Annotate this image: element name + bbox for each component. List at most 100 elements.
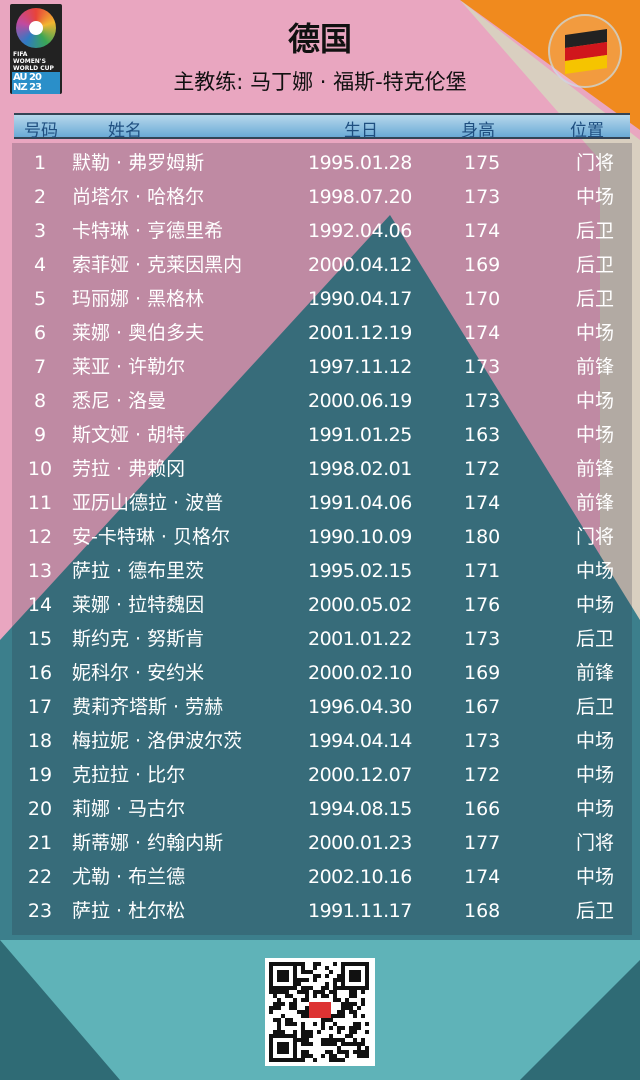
table-row: 12 安-卡特琳 · 贝格尔 1990.10.09 180 门将 [12,520,632,554]
cell-birthday: 1995.01.28 [308,152,412,174]
cell-name: 斯蒂娜 · 约翰内斯 [72,832,224,854]
cell-number: 19 [27,764,53,786]
cell-number: 15 [27,628,53,650]
cell-name: 梅拉妮 · 洛伊波尔茨 [72,730,243,752]
table-row: 4 索菲娅 · 克莱因黑内 2000.04.12 169 后卫 [12,248,632,282]
table-row: 22 尤勒 · 布兰德 2002.10.16 174 中场 [12,860,632,894]
cell-height: 173 [464,390,501,412]
cell-height: 174 [464,322,501,344]
cell-number: 20 [27,798,53,820]
cell-birthday: 1990.10.09 [308,526,412,548]
table-row: 11 亚历山德拉 · 波普 1991.04.06 174 前锋 [12,486,632,520]
table-row: 3 卡特琳 · 亨德里希 1992.04.06 174 后卫 [12,214,632,248]
cell-name: 尚塔尔 · 哈格尔 [72,186,205,208]
table-row: 23 萨拉 · 杜尔松 1991.11.17 168 后卫 [12,894,632,928]
table-row: 9 斯文娅 · 胡特 1991.01.25 163 中场 [12,418,632,452]
cell-position: 中场 [575,322,614,344]
cell-name: 斯文娅 · 胡特 [72,424,186,446]
cell-number: 17 [27,696,53,718]
cell-height: 174 [464,866,501,888]
table-row: 13 萨拉 · 德布里茨 1995.02.15 171 中场 [12,554,632,588]
cell-position: 前锋 [575,492,614,514]
table-row: 10 劳拉 · 弗赖冈 1998.02.01 172 前锋 [12,452,632,486]
cell-name: 费莉齐塔斯 · 劳赫 [72,696,224,718]
col-name: 姓名 [108,121,142,141]
cell-number: 6 [33,322,47,344]
cell-position: 中场 [575,730,614,752]
cell-height: 176 [464,594,501,616]
cell-birthday: 1996.04.30 [308,696,412,718]
table-row: 7 莱亚 · 许勒尔 1997.11.12 173 前锋 [12,350,632,384]
table-row: 14 莱娜 · 拉特魏因 2000.05.02 176 中场 [12,588,632,622]
cell-position: 中场 [575,560,614,582]
cell-position: 中场 [575,764,614,786]
cell-name: 斯约克 · 努斯肯 [72,628,205,650]
cell-position: 中场 [575,594,614,616]
cell-birthday: 2002.10.16 [308,866,412,888]
cell-height: 172 [464,764,501,786]
cell-birthday: 1992.04.06 [308,220,412,242]
cell-name: 莱娜 · 拉特魏因 [72,594,205,616]
cell-birthday: 2001.12.19 [308,322,412,344]
cell-position: 后卫 [575,288,614,310]
cell-name: 莉娜 · 马古尔 [72,798,186,820]
cell-position: 中场 [575,424,614,446]
cell-number: 10 [27,458,53,480]
team-title: 德国 [287,20,352,58]
cell-height: 180 [464,526,501,548]
table-row: 2 尚塔尔 · 哈格尔 1998.07.20 173 中场 [12,180,632,214]
col-number: 号码 [24,121,58,141]
cell-name: 妮科尔 · 安约米 [72,662,205,684]
cell-number: 13 [27,560,53,582]
cell-birthday: 2001.01.22 [308,628,412,650]
cell-name: 卡特琳 · 亨德里希 [72,220,224,242]
cell-number: 18 [27,730,53,752]
cell-height: 175 [464,152,501,174]
cell-name: 萨拉 · 德布里茨 [72,560,205,582]
cell-number: 3 [33,220,47,242]
cell-height: 169 [464,662,501,684]
cell-birthday: 1994.08.15 [308,798,412,820]
cell-birthday: 2000.04.12 [308,254,412,276]
cell-birthday: 1990.04.17 [308,288,412,310]
cell-number: 23 [27,900,53,922]
cell-height: 174 [464,492,501,514]
cell-position: 后卫 [575,628,614,650]
cell-position: 后卫 [575,220,614,242]
qr-code [265,958,375,1066]
cell-name: 莱娜 · 奥伯多夫 [72,322,205,344]
table-row: 17 费莉齐塔斯 · 劳赫 1996.04.30 167 后卫 [12,690,632,724]
cell-height: 170 [464,288,501,310]
cell-height: 172 [464,458,501,480]
table-row: 20 莉娜 · 马古尔 1994.08.15 166 中场 [12,792,632,826]
roster-table: 1 默勒 · 弗罗姆斯 1995.01.28 175 门将 2 尚塔尔 · 哈格尔 1998.… [12,143,632,935]
cell-height: 168 [464,900,501,922]
cell-position: 后卫 [575,254,614,276]
cell-height: 174 [464,220,501,242]
cell-name: 亚历山德拉 · 波普 [72,492,224,514]
cell-birthday: 2000.01.23 [308,832,412,854]
cell-height: 167 [464,696,501,718]
cell-position: 中场 [575,390,614,412]
cell-height: 163 [464,424,501,446]
cell-position: 门将 [575,526,614,548]
cell-birthday: 1991.04.06 [308,492,412,514]
cell-position: 后卫 [575,696,614,718]
cell-birthday: 1995.02.15 [308,560,412,582]
cell-name: 安-卡特琳 · 贝格尔 [72,526,230,548]
cell-name: 悉尼 · 洛曼 [72,390,167,412]
cell-name: 克拉拉 · 比尔 [72,764,186,786]
cell-number: 9 [33,424,47,446]
table-row: 1 默勒 · 弗罗姆斯 1995.01.28 175 门将 [12,146,632,180]
table-row: 15 斯约克 · 努斯肯 2001.01.22 173 后卫 [12,622,632,656]
cell-position: 前锋 [575,458,614,480]
cell-name: 萨拉 · 杜尔松 [72,900,186,922]
cell-birthday: 1991.11.17 [308,900,412,922]
cell-position: 门将 [575,152,614,174]
cell-number: 14 [27,594,53,616]
cell-number: 7 [33,356,47,378]
cell-name: 劳拉 · 弗赖冈 [72,458,186,480]
table-row: 16 妮科尔 · 安约米 2000.02.10 169 前锋 [12,656,632,690]
table-row: 21 斯蒂娜 · 约翰内斯 2000.01.23 177 门将 [12,826,632,860]
cell-height: 171 [464,560,501,582]
